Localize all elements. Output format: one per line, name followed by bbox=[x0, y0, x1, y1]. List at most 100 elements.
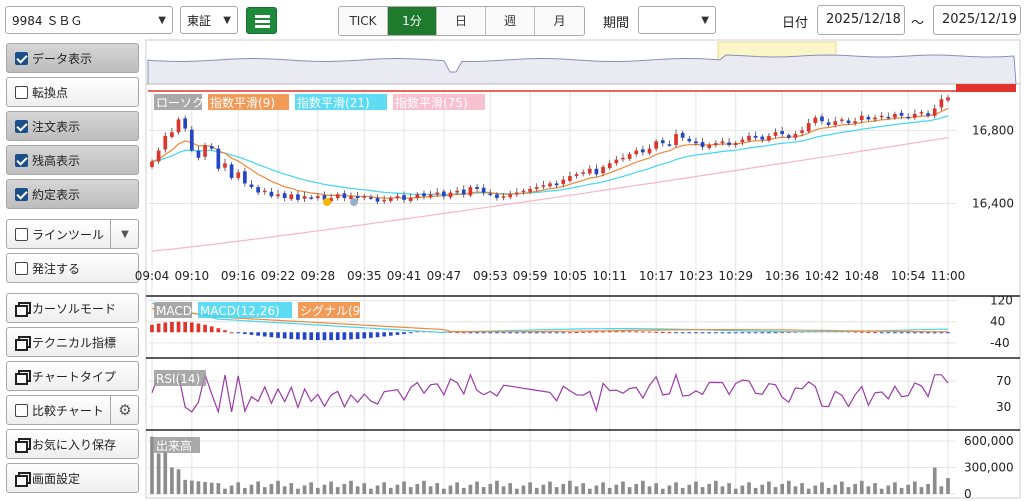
macd-histogram-bar bbox=[534, 332, 539, 334]
macd-histogram-bar bbox=[654, 331, 658, 333]
sidebar-item-9[interactable]: チャートタイプ bbox=[6, 361, 139, 391]
candle-body bbox=[747, 135, 751, 141]
candle-body bbox=[740, 139, 745, 143]
sidebar-item-0[interactable]: データ表示 bbox=[6, 43, 139, 73]
x-tick-label: 09:47 bbox=[427, 269, 462, 283]
candle-body bbox=[514, 192, 519, 195]
candle-body bbox=[349, 196, 353, 200]
sidebar-item-5[interactable]: ラインツール bbox=[6, 219, 139, 249]
checkbox-icon bbox=[15, 227, 28, 241]
macd-histogram-bar bbox=[773, 332, 778, 334]
macd-histogram-bar bbox=[402, 332, 406, 335]
symbol-select[interactable]: 9984 ＳＢＧ ▼ bbox=[5, 6, 173, 34]
volume-bar bbox=[587, 488, 592, 494]
legend-label: 指数平滑(75) bbox=[395, 95, 468, 110]
volume-bar bbox=[355, 486, 360, 494]
date-label: 日付 bbox=[782, 16, 809, 31]
macd-histogram-bar bbox=[906, 332, 911, 334]
volume-bar bbox=[514, 488, 519, 494]
sidebar-item-7[interactable]: カーソルモード bbox=[6, 293, 139, 323]
volume-bar bbox=[660, 488, 665, 494]
legend-label: RSI(14) bbox=[156, 372, 200, 386]
legend-label: シグナル(9) bbox=[300, 304, 365, 318]
candle-body bbox=[216, 148, 221, 169]
macd-histogram-bar bbox=[521, 332, 526, 334]
macd-histogram-bar bbox=[315, 332, 320, 341]
volume-bar bbox=[767, 481, 771, 494]
volume-bar bbox=[448, 485, 453, 494]
candle-body bbox=[733, 143, 738, 146]
candle-body bbox=[621, 157, 625, 160]
y-tick-label: 70 bbox=[996, 374, 1011, 388]
volume-bar bbox=[601, 482, 605, 494]
volume-bar bbox=[727, 483, 731, 494]
x-tick-label: 10:23 bbox=[679, 269, 714, 283]
macd-histogram-bar bbox=[886, 332, 891, 334]
sidebar-item-4[interactable]: 約定表示 bbox=[6, 179, 139, 209]
candle-body bbox=[388, 198, 393, 201]
candle-body bbox=[302, 196, 307, 199]
legend-label: MACD bbox=[156, 304, 192, 318]
sidebar-item-2[interactable]: 注文表示 bbox=[6, 111, 139, 141]
volume-bar bbox=[548, 481, 552, 494]
current-price-badge bbox=[956, 84, 1016, 92]
volume-bar bbox=[329, 481, 333, 494]
macd-histogram-bar bbox=[408, 332, 413, 334]
sidebar-item-3[interactable]: 残高表示 bbox=[6, 145, 139, 175]
gear-icon[interactable]: ⚙ bbox=[110, 395, 139, 425]
tab-day[interactable]: 日 bbox=[437, 7, 486, 35]
x-tick-label: 10:05 bbox=[553, 269, 588, 283]
date-from-input[interactable]: 2025/12/18 bbox=[817, 5, 905, 35]
macd-histogram-bar bbox=[587, 331, 592, 333]
volume-bar bbox=[614, 484, 619, 494]
candle-body bbox=[375, 198, 380, 202]
candle-body bbox=[694, 141, 698, 144]
volume-bar bbox=[667, 485, 672, 494]
tab-week[interactable]: 週 bbox=[486, 7, 535, 35]
tab-1min[interactable]: 1分 bbox=[388, 7, 437, 35]
candle-body bbox=[309, 197, 314, 199]
date-to-input[interactable]: 2025/12/19 bbox=[933, 5, 1021, 35]
period-select[interactable]: ▼ bbox=[638, 6, 716, 34]
macd-line bbox=[151, 302, 949, 334]
macd-histogram-bar bbox=[302, 332, 307, 340]
macd-histogram-bar bbox=[627, 331, 632, 333]
sidebar-item-6[interactable]: 発注する bbox=[6, 253, 139, 283]
candle-body bbox=[886, 116, 891, 119]
volume-bar bbox=[747, 482, 751, 494]
sidebar-item-8[interactable]: テクニカル指標 bbox=[6, 327, 139, 357]
list-button[interactable] bbox=[246, 7, 277, 34]
macd-histogram-bar bbox=[349, 332, 353, 340]
y-tick-label: -40 bbox=[990, 336, 1010, 350]
volume-bar bbox=[859, 480, 864, 494]
candle-body bbox=[700, 142, 705, 147]
sidebar-item-12[interactable]: 画面設定 bbox=[6, 463, 139, 493]
sidebar-item-10[interactable]: 比較チャート bbox=[6, 395, 139, 425]
volume-bar bbox=[282, 486, 287, 494]
candle-body bbox=[402, 195, 406, 200]
sidebar-item-11[interactable]: お気に入り保存 bbox=[6, 429, 139, 459]
macd-histogram-bar bbox=[946, 332, 950, 334]
market-select[interactable]: 東証 ▼ bbox=[180, 6, 238, 34]
volume-bar bbox=[156, 453, 161, 494]
volume-bar bbox=[375, 485, 380, 494]
macd-histogram-bar bbox=[859, 331, 864, 333]
sidebar-item-1[interactable]: 転換点 bbox=[6, 77, 139, 107]
tab-tick[interactable]: TICK bbox=[339, 7, 388, 35]
candle-body bbox=[422, 193, 426, 197]
chevron-down-icon: ▼ bbox=[158, 15, 166, 26]
volume-bar bbox=[488, 483, 493, 494]
checkbox-icon bbox=[15, 119, 28, 133]
candle-body bbox=[840, 119, 844, 121]
volume-bar bbox=[713, 480, 718, 494]
y-tick-label: 120 bbox=[990, 294, 1013, 308]
volume-bar bbox=[641, 480, 645, 494]
legend-tag bbox=[198, 302, 292, 318]
tab-month[interactable]: 月 bbox=[535, 7, 584, 35]
candle-body bbox=[355, 196, 360, 199]
volume-bar bbox=[680, 487, 685, 494]
chevron-down-icon[interactable]: ▼ bbox=[110, 219, 139, 249]
x-tick-label: 10:54 bbox=[891, 269, 926, 283]
volume-bar bbox=[428, 486, 433, 494]
